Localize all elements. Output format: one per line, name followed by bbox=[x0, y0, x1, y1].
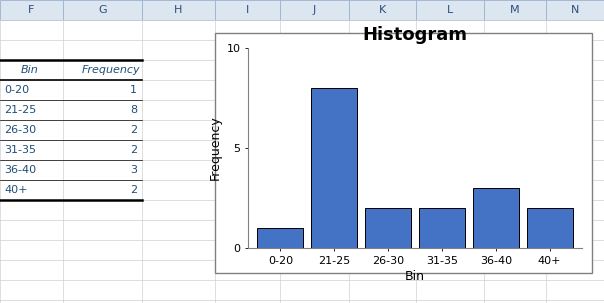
Bar bbox=[0, 0, 63, 20]
Text: J: J bbox=[313, 5, 316, 15]
Bar bbox=[349, 0, 416, 20]
Text: Bin: Bin bbox=[21, 65, 39, 75]
Text: 26-30: 26-30 bbox=[4, 125, 36, 135]
Text: N: N bbox=[571, 5, 579, 15]
Text: 3: 3 bbox=[130, 165, 137, 175]
Bar bbox=[215, 0, 280, 20]
Bar bbox=[215, 33, 592, 273]
Text: 2: 2 bbox=[130, 185, 137, 195]
Bar bbox=[63, 0, 142, 20]
Bar bbox=[142, 0, 215, 20]
Text: 31-35: 31-35 bbox=[4, 145, 36, 155]
Bar bbox=[280, 0, 349, 20]
Text: 2: 2 bbox=[130, 125, 137, 135]
Text: L: L bbox=[447, 5, 453, 15]
Title: Histogram: Histogram bbox=[362, 26, 467, 44]
Bar bbox=[484, 0, 546, 20]
Bar bbox=[257, 228, 303, 248]
Text: 2: 2 bbox=[130, 145, 137, 155]
Text: 8: 8 bbox=[130, 105, 137, 115]
Bar bbox=[365, 208, 411, 248]
Bar bbox=[527, 208, 573, 248]
Bar bbox=[311, 88, 357, 248]
Text: 0-20: 0-20 bbox=[4, 85, 29, 95]
Text: M: M bbox=[510, 5, 520, 15]
Text: H: H bbox=[175, 5, 182, 15]
Text: Frequency: Frequency bbox=[82, 65, 140, 75]
Bar bbox=[473, 188, 519, 248]
Text: 1: 1 bbox=[130, 85, 137, 95]
Text: F: F bbox=[28, 5, 34, 15]
Text: 21-25: 21-25 bbox=[4, 105, 36, 115]
Text: G: G bbox=[98, 5, 107, 15]
Text: K: K bbox=[379, 5, 386, 15]
Bar bbox=[546, 0, 604, 20]
X-axis label: Bin: Bin bbox=[405, 270, 425, 283]
Bar bbox=[416, 0, 484, 20]
Y-axis label: Frequency: Frequency bbox=[209, 116, 222, 180]
Text: 40+: 40+ bbox=[4, 185, 28, 195]
Bar bbox=[419, 208, 465, 248]
Text: 36-40: 36-40 bbox=[4, 165, 36, 175]
Text: I: I bbox=[246, 5, 249, 15]
